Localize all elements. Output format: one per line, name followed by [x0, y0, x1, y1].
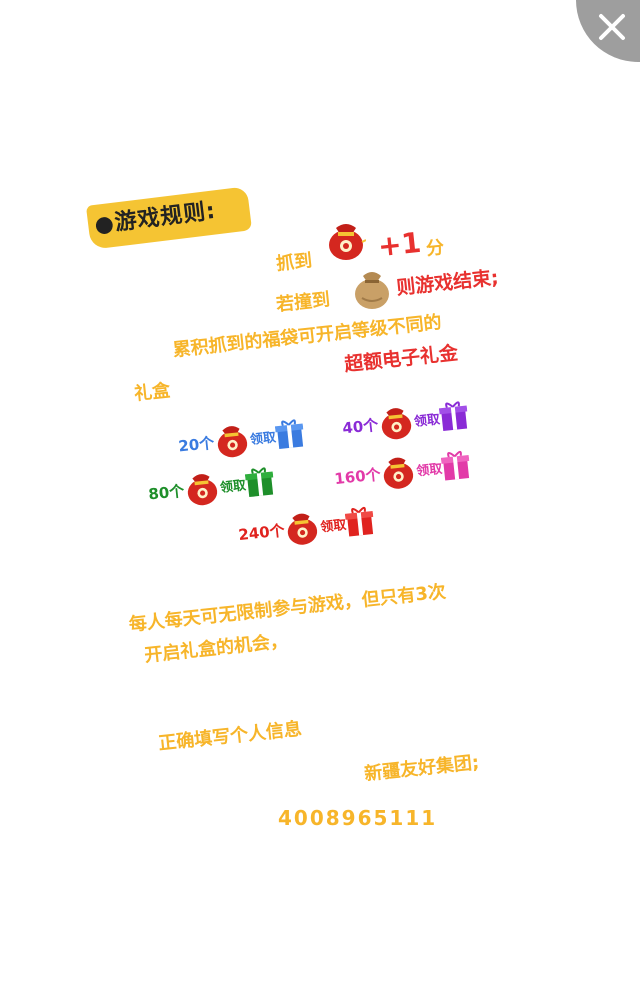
red-lucky-bag-icon: [288, 513, 318, 545]
red-lucky-bag-icon: [187, 474, 218, 506]
reward-count: 240个: [237, 520, 286, 544]
reward-row-240: 240个 领取: [236, 501, 376, 553]
reward-count: 160个: [333, 464, 382, 488]
fill-info-text: 正确填写个人信息: [157, 718, 303, 755]
catch-score: +1: [376, 225, 423, 264]
red-lucky-bag-icon: [381, 408, 412, 440]
daily-line1: 每人每天可无限制参与游戏，但只有3次: [127, 581, 447, 636]
close-icon: [599, 14, 625, 40]
company-name: 新疆友好集团;: [363, 752, 481, 785]
red-lucky-bag-icon: [326, 218, 367, 266]
catch-unit: 分: [425, 237, 446, 260]
gift-box-icon: [244, 466, 275, 499]
gift-box-icon: [441, 449, 472, 482]
reward-row-80: 80个 领取: [146, 462, 275, 513]
gift-box-icon: [438, 400, 469, 433]
reward-count: 80个: [147, 481, 186, 504]
reward-row-40: 40个 领取: [340, 396, 469, 447]
accumulate-highlight: 超额电子礼金: [343, 342, 460, 376]
reward-row-160: 160个 领取: [332, 445, 472, 497]
red-lucky-bag-icon: [217, 426, 248, 458]
gift-box-icon: [274, 418, 305, 451]
reward-get: 领取: [415, 461, 444, 479]
hit-result: 则游戏结束;: [395, 266, 500, 300]
reward-get: 领取: [413, 411, 441, 430]
accumulate-line2: 礼盒: [133, 380, 172, 405]
reward-row-20: 20个 领取: [176, 414, 305, 465]
phone-number[interactable]: 4008965111: [278, 806, 438, 830]
reward-count: 40个: [341, 415, 380, 438]
reward-get: 领取: [249, 429, 277, 448]
reward-get: 领取: [319, 517, 348, 535]
red-lucky-bag-icon: [384, 457, 414, 489]
gift-box-icon: [345, 505, 376, 538]
reward-get: 领取: [219, 477, 247, 496]
reward-count: 20个: [177, 433, 216, 456]
brown-sack-icon: [352, 264, 392, 314]
catch-prefix: 抓到: [275, 250, 314, 275]
hit-prefix: 若撞到: [275, 289, 332, 316]
close-button[interactable]: [576, 0, 640, 62]
